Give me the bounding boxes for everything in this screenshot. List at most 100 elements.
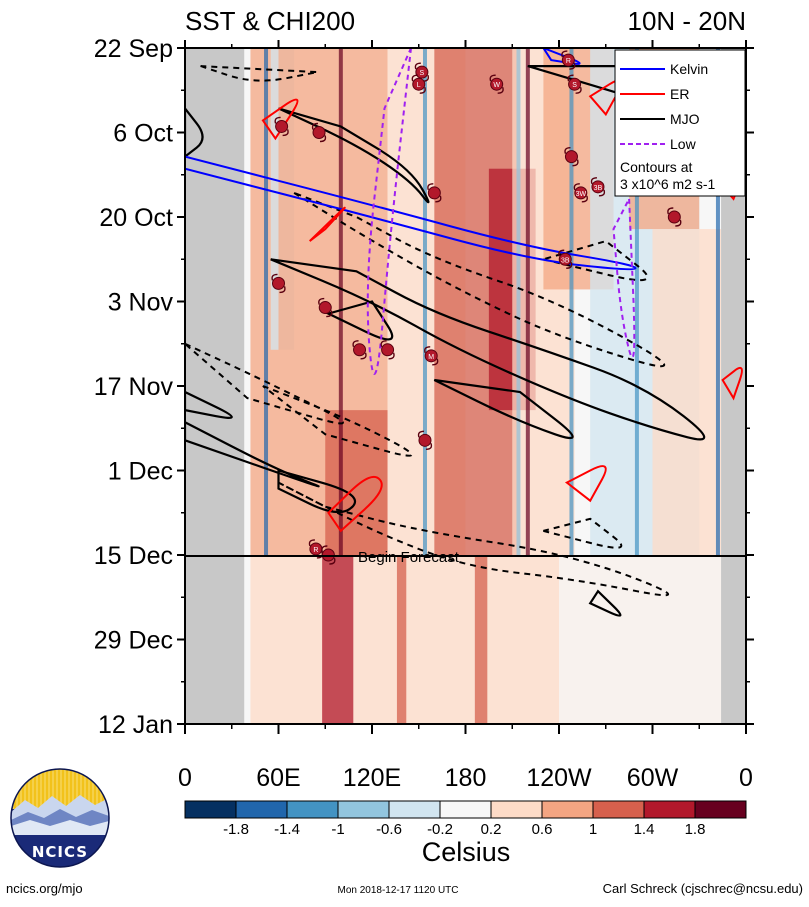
colorbar-tick-label: -1.4 (274, 821, 300, 838)
colorbar-swatch (541, 800, 594, 819)
y-tick-label: 12 Jan (98, 711, 173, 739)
mjo-contour-solid (185, 390, 233, 419)
legend-label-er: ER (670, 86, 689, 102)
colorbar-swatch (439, 800, 492, 819)
colorbar-swatch (235, 800, 288, 819)
storm-label: W (493, 82, 500, 89)
mjo-contour-dashed (539, 239, 649, 282)
chart-region-title: 10N - 20N (628, 6, 747, 36)
legend-label-low: Low (670, 136, 697, 152)
anomaly-region (652, 229, 722, 556)
storm-swirl (667, 207, 682, 227)
storm-symbol (311, 122, 327, 143)
legend-label-mjo: MJO (670, 111, 700, 127)
y-tick-label: 22 Sep (94, 35, 173, 63)
anomaly-stripe (264, 48, 269, 555)
storm-swirl (590, 177, 606, 197)
storm-label: 3B (561, 257, 570, 264)
storm-symbol: S (567, 74, 582, 94)
storm-symbol (380, 340, 395, 360)
storm-swirl (271, 273, 286, 294)
storm-symbol: R (308, 539, 324, 559)
colorbar-swatch (184, 800, 237, 819)
low-contour (366, 48, 412, 375)
storm-label: M (428, 354, 434, 361)
storm-swirl (427, 183, 442, 203)
storm-marker (415, 65, 429, 79)
storm-label: 3W (576, 191, 587, 198)
anomaly-stripe (525, 48, 530, 555)
storm-swirl (564, 146, 579, 167)
anomaly-stripe (422, 48, 427, 555)
colorbar-swatch (337, 800, 390, 819)
y-tick-label: 29 Dec (94, 627, 173, 655)
storm-marker (427, 186, 441, 200)
logo-text: NCICS (32, 843, 88, 861)
storm-swirl (411, 74, 426, 94)
low-contour (612, 195, 636, 359)
mjo-contour-solid (433, 378, 574, 439)
storm-symbol: R (561, 50, 576, 70)
y-tick-label: 17 Nov (94, 373, 174, 401)
colorbar-tick-label: 1.4 (634, 821, 655, 838)
colorbar-tick-label: 0.2 (481, 821, 502, 838)
storm-symbol: 3B (558, 249, 573, 269)
storm-marker (312, 126, 326, 139)
storm-marker (667, 210, 681, 224)
y-tick-label: 15 Dec (94, 542, 173, 570)
storm-label: R (313, 547, 318, 554)
colorbar-tick-label: -0.6 (376, 821, 402, 838)
storm-symbol (274, 116, 289, 137)
storm-marker (574, 186, 588, 200)
storm-marker (412, 77, 426, 91)
storm-symbol (427, 183, 442, 203)
storm-symbol: L (411, 74, 426, 94)
storm-symbol (667, 207, 682, 227)
anomaly-stripe (516, 48, 521, 555)
storm-symbol: 3W (573, 183, 588, 203)
anomaly-stripe (634, 48, 639, 555)
legend-note-line1: Contours at (620, 159, 692, 175)
y-tick-label: 6 Oct (113, 120, 173, 148)
mjo-contour-dashed (278, 481, 670, 597)
storm-label: S (572, 82, 577, 89)
er-contour (721, 366, 743, 401)
x-tick-label: 120E (343, 764, 401, 792)
storm-symbol (564, 146, 579, 167)
mjo-contour-solid (588, 589, 622, 617)
chi200-contours (185, 48, 743, 617)
storm-swirl (561, 50, 576, 70)
y-tick-label: 20 Oct (99, 204, 173, 232)
storm-symbol: 3B (590, 177, 606, 197)
anomaly-region (322, 555, 354, 724)
x-tick-label: 60W (627, 764, 679, 792)
colorbar-title: Celsius (422, 837, 511, 867)
storm-marker (275, 119, 289, 133)
storm-swirl (567, 74, 582, 94)
storm-swirl (417, 430, 433, 451)
storm-swirl (274, 116, 289, 137)
colorbar-swatch (388, 800, 441, 819)
er-contour (327, 475, 383, 533)
er-contour (261, 98, 299, 141)
storm-label: 3B (594, 185, 603, 192)
footer-author: Carl Schreck (cjschrec@ncsu.edu) (603, 881, 803, 896)
anomaly-region (396, 555, 407, 724)
storm-label: R (566, 58, 571, 65)
anomaly-region (559, 555, 722, 724)
storm-marker (564, 150, 578, 164)
storm-marker (381, 343, 395, 357)
storm-marker (558, 252, 572, 266)
land-mask (185, 48, 245, 724)
mjo-contour-dashed (543, 517, 623, 549)
colorbar-swatch (592, 800, 645, 819)
colorbar-tick-label: -1 (331, 821, 344, 838)
begin-forecast-label: Begin Forecast (358, 549, 460, 566)
mjo-contour-dashed (185, 342, 344, 425)
anomaly-region (474, 555, 488, 724)
colorbar: -1.8 -1.4 -1 -0.6 -0.2 0.2 0.6 1 1.4 1.8 (184, 800, 747, 838)
legend: Kelvin ER MJO Low Contours at 3 x10^6 m2… (614, 49, 746, 197)
storm-swirl (318, 297, 333, 318)
anomaly-stripe (569, 48, 574, 555)
